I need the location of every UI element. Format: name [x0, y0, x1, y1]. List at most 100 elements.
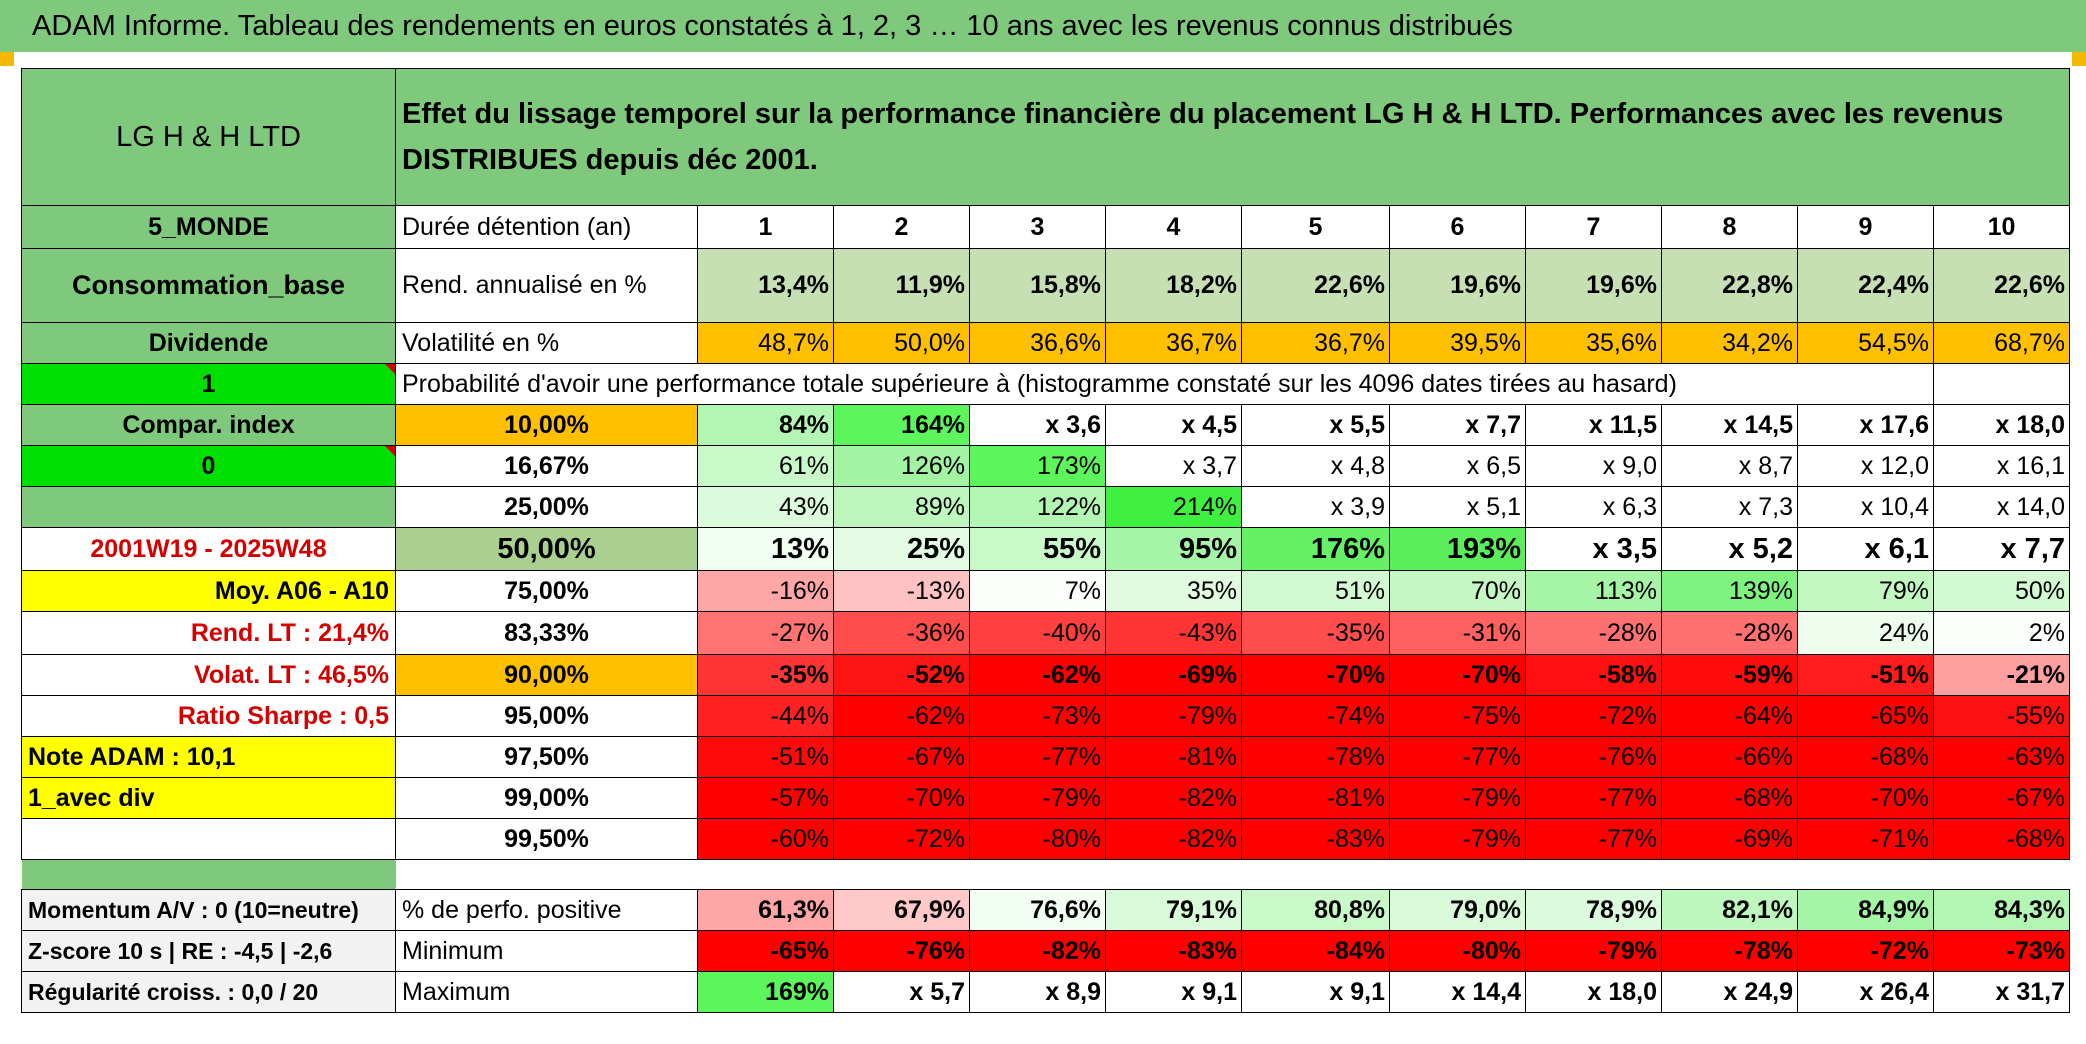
vol-label: Volatilité en % — [395, 322, 698, 364]
rend-value: 19,6% — [1389, 248, 1526, 323]
quantile-level: 16,67% — [395, 445, 698, 487]
year-header: 1 — [697, 205, 834, 249]
quantile-value: -44% — [697, 695, 834, 737]
quantile-value: -62% — [833, 695, 970, 737]
quantile-value: x 6,5 — [1389, 445, 1526, 487]
quantile-value: -70% — [833, 777, 970, 819]
quantile-value: -63% — [1933, 736, 2070, 778]
quantile-value: -74% — [1241, 695, 1390, 737]
spacer-band — [21, 859, 396, 890]
vol-value: 36,7% — [1105, 322, 1242, 364]
quantile-value: 50% — [1933, 570, 2070, 612]
quantile-value: 25% — [833, 527, 970, 571]
quantile-level: 90,00% — [395, 654, 698, 696]
quantile-value: 126% — [833, 445, 970, 487]
quantile-value: -79% — [969, 777, 1106, 819]
quantile-value: x 6,3 — [1525, 486, 1662, 528]
rend-label: Rend. annualisé en % — [395, 248, 698, 323]
quantile-value: -78% — [1241, 736, 1390, 778]
quantile-value: x 9,0 — [1525, 445, 1662, 487]
quantile-value: -69% — [1105, 654, 1242, 696]
note-adam: Note ADAM : 10,1 — [21, 736, 396, 778]
year-header: 2 — [833, 205, 970, 249]
quantile-value: x 14,5 — [1661, 404, 1798, 446]
quantile-level: 99,50% — [395, 818, 698, 860]
category: 5_MONDE — [21, 205, 396, 249]
prob-label: Probabilité d'avoir une performance tota… — [395, 363, 1798, 405]
quantile-value: -68% — [1797, 736, 1934, 778]
quantile-value: -67% — [1933, 777, 2070, 819]
quantile-value: -70% — [1241, 654, 1390, 696]
min-value: -65% — [697, 930, 834, 972]
pos-value: 76,6% — [969, 889, 1106, 931]
max-label: Maximum — [395, 971, 698, 1013]
max-value: x 9,1 — [1105, 971, 1242, 1013]
corner-marker — [2072, 52, 2086, 66]
quantile-value: -72% — [1525, 695, 1662, 737]
max-value: x 9,1 — [1241, 971, 1390, 1013]
quantile-value: 122% — [969, 486, 1106, 528]
quantile-level: 50,00% — [395, 527, 698, 571]
min-value: -83% — [1105, 930, 1242, 972]
quantile-value: -16% — [697, 570, 834, 612]
avec-div: 1_avec div — [21, 777, 396, 819]
sector: Consommation_base — [21, 248, 396, 323]
quantile-level: 10,00% — [395, 404, 698, 446]
quantile-value: -75% — [1389, 695, 1526, 737]
quantile-value: -82% — [1105, 777, 1242, 819]
min-value: -82% — [969, 930, 1106, 972]
quantile-value: -68% — [1661, 777, 1798, 819]
quantile-value: -80% — [969, 818, 1106, 860]
max-value: x 31,7 — [1933, 971, 2070, 1013]
vol-value: 36,6% — [969, 322, 1106, 364]
quantile-value: -40% — [969, 611, 1106, 655]
quantile-value: 7% — [969, 570, 1106, 612]
quantile-value: -70% — [1389, 654, 1526, 696]
quantile-value: x 7,7 — [1389, 404, 1526, 446]
quantile-value: -52% — [833, 654, 970, 696]
min-value: -76% — [833, 930, 970, 972]
quantile-value: 139% — [1661, 570, 1798, 612]
duree-label: Durée détention (an) — [395, 205, 698, 249]
quantile-level: 99,00% — [395, 777, 698, 819]
momentum-label: Momentum A/V : 0 (10=neutre) — [21, 889, 396, 931]
quantile-value: -28% — [1525, 611, 1662, 655]
year-header: 7 — [1525, 205, 1662, 249]
vol-value: 34,2% — [1661, 322, 1798, 364]
year-header: 10 — [1933, 205, 2070, 249]
quantile-value: -79% — [1105, 695, 1242, 737]
pos-value: 82,1% — [1661, 889, 1798, 931]
pos-value: 61,3% — [697, 889, 834, 931]
quantile-value: x 3,7 — [1105, 445, 1242, 487]
dividend-flag: 1 — [21, 363, 396, 405]
year-header: 3 — [969, 205, 1106, 249]
quantile-value: 35% — [1105, 570, 1242, 612]
zscore-label: Z-score 10 s | RE : -4,5 | -2,6 — [21, 930, 396, 972]
pos-value: 78,9% — [1525, 889, 1662, 931]
quantile-value: -81% — [1241, 777, 1390, 819]
pos-value: 79,1% — [1105, 889, 1242, 931]
quantile-value: 2% — [1933, 611, 2070, 655]
vol-value: 39,5% — [1389, 322, 1526, 364]
quantile-value: 79% — [1797, 570, 1934, 612]
quantile-value: x 16,1 — [1933, 445, 2070, 487]
max-value: x 18,0 — [1525, 971, 1662, 1013]
quantile-value: 176% — [1241, 527, 1390, 571]
quantile-value: -73% — [969, 695, 1106, 737]
returns-table: LG H & H LTD Effet du lissage temporel s… — [21, 68, 2070, 1013]
fund-name: LG H & H LTD — [21, 68, 396, 206]
quantile-value: 55% — [969, 527, 1106, 571]
year-header: 6 — [1389, 205, 1526, 249]
rend-value: 15,8% — [969, 248, 1106, 323]
rend-value: 22,4% — [1797, 248, 1934, 323]
rend-value: 11,9% — [833, 248, 970, 323]
year-header: 9 — [1797, 205, 1934, 249]
pos-value: 84,9% — [1797, 889, 1934, 931]
max-value: x 8,9 — [969, 971, 1106, 1013]
quantile-value: x 4,8 — [1241, 445, 1390, 487]
quantile-value: -65% — [1797, 695, 1934, 737]
vol-value: 35,6% — [1525, 322, 1662, 364]
quantile-value: 70% — [1389, 570, 1526, 612]
quantile-value: -79% — [1389, 818, 1526, 860]
volat-lt: Volat. LT : 46,5% — [21, 654, 396, 696]
